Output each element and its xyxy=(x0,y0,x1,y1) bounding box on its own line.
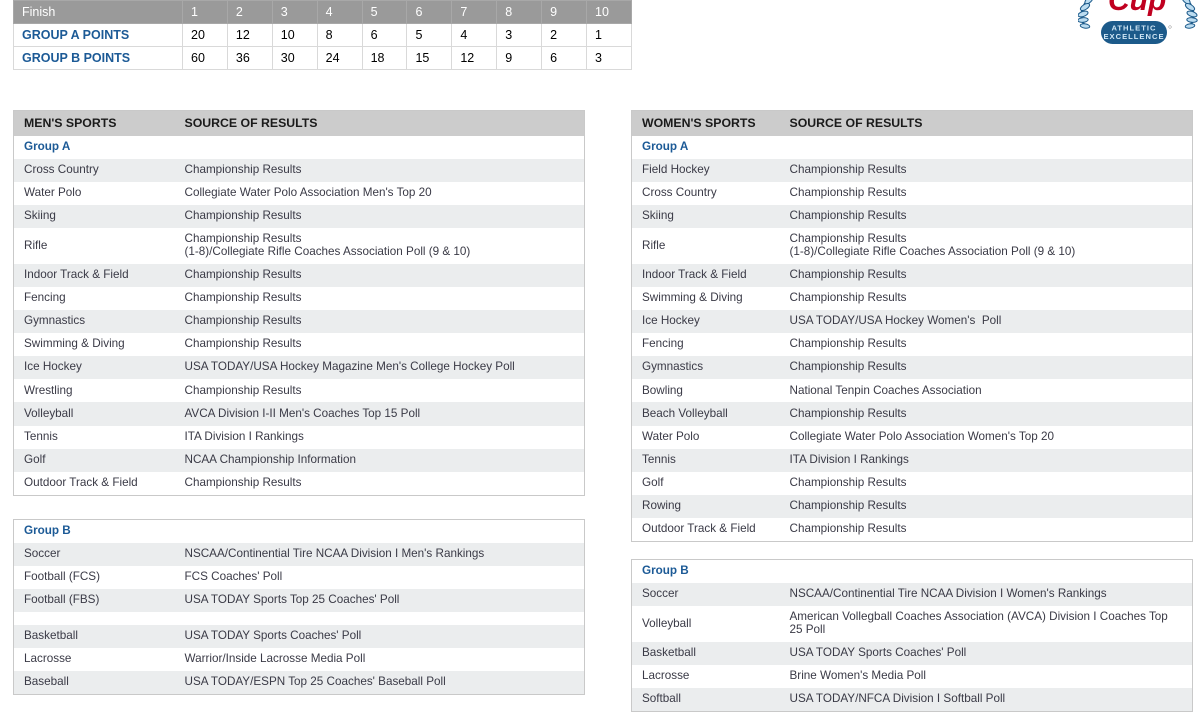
svg-text:Cup: Cup xyxy=(1108,0,1166,17)
svg-text:EXCELLENCE: EXCELLENCE xyxy=(1103,32,1164,41)
